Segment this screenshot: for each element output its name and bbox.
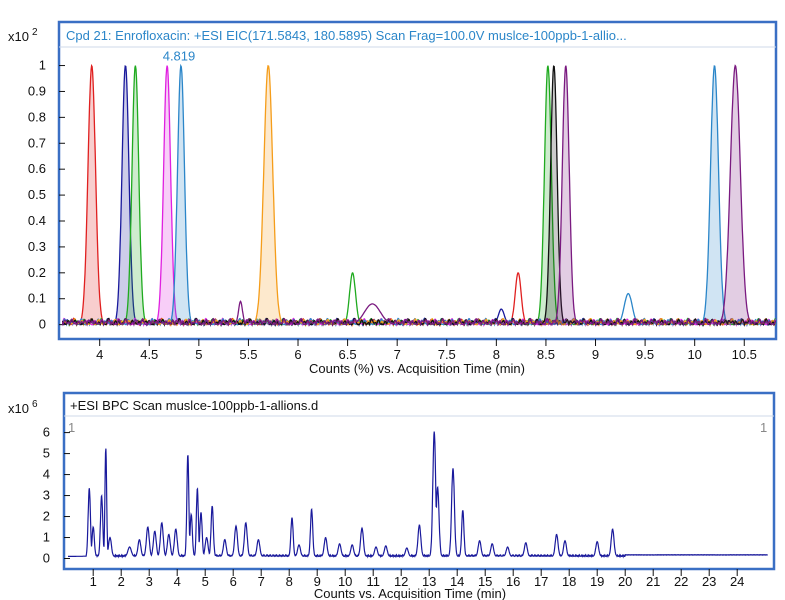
eic-y-tick-label: 0.5 [28, 187, 46, 202]
eic-y-tick-label: 0.9 [28, 83, 46, 98]
eic-y-tick-label: 0.2 [28, 265, 46, 280]
eic-x-tick-label: 4.5 [140, 347, 158, 362]
eic-x-axis-title: Counts (%) vs. Acquisition Time (min) [309, 361, 525, 376]
bpc-x-tick-label: 10 [338, 574, 352, 589]
eic-x-tick-label: 5 [195, 347, 202, 362]
bpc-frame [62, 391, 776, 571]
bpc-y-tick-label: 4 [43, 467, 50, 482]
bpc-x-tick-label: 11 [366, 574, 380, 589]
eic-x-tick-label: 7.5 [438, 347, 456, 362]
eic-x-tick-label: 5.5 [239, 347, 257, 362]
bpc-x-axis-title: Counts vs. Acquisition Time (min) [314, 586, 506, 600]
bpc-title: +ESI BPC Scan muslce-100ppb-1-allions.d [70, 398, 318, 413]
bpc-x-tick-label: 3 [146, 574, 153, 589]
bpc-multiplier: x10 6 [8, 399, 38, 416]
bpc-x-tick-label: 4 [174, 574, 181, 589]
bpc-x-tick-label: 23 [702, 574, 716, 589]
eic-multiplier: x10 2 [8, 27, 38, 44]
eic-x-tick-label: 10 [687, 347, 701, 362]
eic-y-tick-label: 0.6 [28, 161, 46, 176]
bpc-x-tick-label: 24 [730, 574, 744, 589]
bpc-x-tick-label: 8 [286, 574, 293, 589]
eic-x-tick-label: 6 [294, 347, 301, 362]
eic-y-tick-label: 0.4 [28, 213, 46, 228]
eic-x-tick-label: 4 [96, 347, 103, 362]
eic-x-tick-label: 9 [592, 347, 599, 362]
eic-x-tick-label: 8 [493, 347, 500, 362]
bpc-y-tick-label: 0 [43, 551, 50, 566]
bpc-x-tick-label: 17 [534, 574, 548, 589]
bpc-x-tick-label: 6 [230, 574, 237, 589]
bpc-x-tick-label: 2 [118, 574, 125, 589]
eic-y-tick-label: 0.3 [28, 239, 46, 254]
bpc-y-tick-label: 2 [43, 509, 50, 524]
eic-x-tick-label: 10.5 [732, 347, 757, 362]
eic-frame [57, 20, 778, 341]
eic-y-tick-label: 0 [39, 317, 46, 332]
bpc-y-tick-label: 6 [43, 425, 50, 440]
bpc-y-tick-label: 3 [43, 488, 50, 503]
bpc-x-tick-label: 7 [258, 574, 265, 589]
bpc-x-tick-label: 18 [562, 574, 576, 589]
bpc-y-tick-label: 5 [43, 446, 50, 461]
eic-y-tick-label: 0.1 [28, 291, 46, 306]
bpc-corner-label-left: 1 [68, 420, 75, 435]
bpc-x-tick-label: 20 [618, 574, 632, 589]
peak-label-4819: 4.819 [163, 48, 196, 63]
eic-y-tick-label: 0.7 [28, 135, 46, 150]
bpc-x-tick-label: 1 [90, 574, 97, 589]
bpc-x-tick-label: 22 [674, 574, 688, 589]
bpc-x-tick-label: 5 [202, 574, 209, 589]
eic-x-tick-label: 7 [394, 347, 401, 362]
bpc-x-tick-label: 14 [450, 574, 464, 589]
eic-x-tick-label: 9.5 [636, 347, 654, 362]
eic-y-tick-label: 1 [39, 58, 46, 73]
eic-title: Cpd 21: Enrofloxacin: +ESI EIC(171.5843,… [66, 28, 627, 43]
bpc-x-tick-label: 21 [646, 574, 660, 589]
bpc-x-tick-label: 19 [590, 574, 604, 589]
bpc-y-tick-label: 1 [43, 530, 50, 545]
bpc-x-tick-label: 13 [422, 574, 436, 589]
bpc-corner-label-right: 1 [760, 420, 767, 435]
bpc-trace [68, 431, 768, 559]
eic-trace [62, 64, 776, 328]
bpc-x-tick-label: 12 [394, 574, 408, 589]
bpc-x-tick-label: 16 [506, 574, 520, 589]
eic-y-tick-label: 0.8 [28, 109, 46, 124]
eic-x-tick-label: 6.5 [339, 347, 357, 362]
eic-x-tick-label: 8.5 [537, 347, 555, 362]
bpc-x-tick-label: 15 [478, 574, 492, 589]
bpc-x-tick-label: 9 [314, 574, 321, 589]
